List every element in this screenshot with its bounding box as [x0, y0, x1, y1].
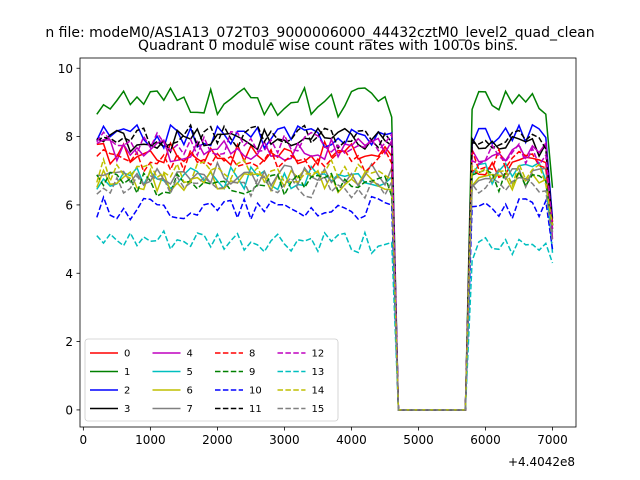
y-tick-label: 10 [58, 62, 73, 76]
y-tick-label: 2 [65, 335, 73, 349]
legend-label-8: 8 [249, 349, 255, 360]
legend-label-7: 7 [187, 404, 193, 415]
y-tick-label: 4 [65, 267, 73, 281]
series-line-3 [96, 127, 554, 411]
x-axis-ticks: 0 1000 2000 3000 4000 5000 6000 7000 [80, 427, 568, 447]
legend-label-3: 3 [124, 404, 130, 415]
series-line-10 [96, 195, 554, 411]
legend-label-0: 0 [124, 349, 130, 360]
plot-frame [79, 57, 577, 428]
series-line-15 [96, 174, 554, 411]
y-axis-ticks: 0 2 4 6 8 10 [58, 62, 80, 417]
x-tick-label: 0 [80, 433, 88, 447]
series-lines [96, 85, 554, 411]
x-tick-label: 6000 [470, 433, 501, 447]
series-line-9 [96, 168, 554, 411]
x-tick-label: 2000 [202, 433, 233, 447]
legend-label-15: 15 [312, 404, 325, 415]
legend-label-1: 1 [124, 367, 130, 378]
series-line-12 [96, 130, 554, 411]
legend-label-6: 6 [187, 386, 193, 397]
legend-label-2: 2 [124, 386, 130, 397]
plot-area [79, 57, 577, 428]
x-tick-label: 3000 [269, 433, 300, 447]
legend-label-13: 13 [312, 367, 325, 378]
series-line-8 [96, 147, 554, 411]
legend-label-9: 9 [249, 367, 255, 378]
y-tick-label: 6 [65, 198, 73, 212]
legend-label-12: 12 [312, 349, 325, 360]
series-line-11 [96, 123, 554, 411]
x-tick-label: 1000 [135, 433, 166, 447]
legend-label-14: 14 [312, 386, 325, 397]
legend-frame [84, 338, 339, 422]
figure-suptitle: n file: modeM0/AS1A13_072T03_9000006000_… [45, 25, 594, 41]
legend-label-11: 11 [249, 404, 262, 415]
chart-title: Quadrant 0 module wise count rates with … [138, 38, 518, 54]
legend-label-5: 5 [187, 367, 193, 378]
series-line-14 [96, 156, 554, 411]
y-tick-label: 0 [65, 403, 73, 417]
x-tick-label: 4000 [336, 433, 367, 447]
x-tick-label: 5000 [403, 433, 434, 447]
series-line-7 [96, 160, 554, 411]
x-tick-label: 7000 [537, 433, 568, 447]
series-line-1 [96, 85, 554, 411]
series-line-4 [96, 137, 554, 411]
legend-label-10: 10 [249, 386, 262, 397]
y-tick-label: 8 [65, 130, 73, 144]
legend-label-4: 4 [187, 349, 193, 360]
series-line-13 [96, 229, 554, 411]
x-axis-offset-label: +4.4042e8 [508, 455, 575, 469]
